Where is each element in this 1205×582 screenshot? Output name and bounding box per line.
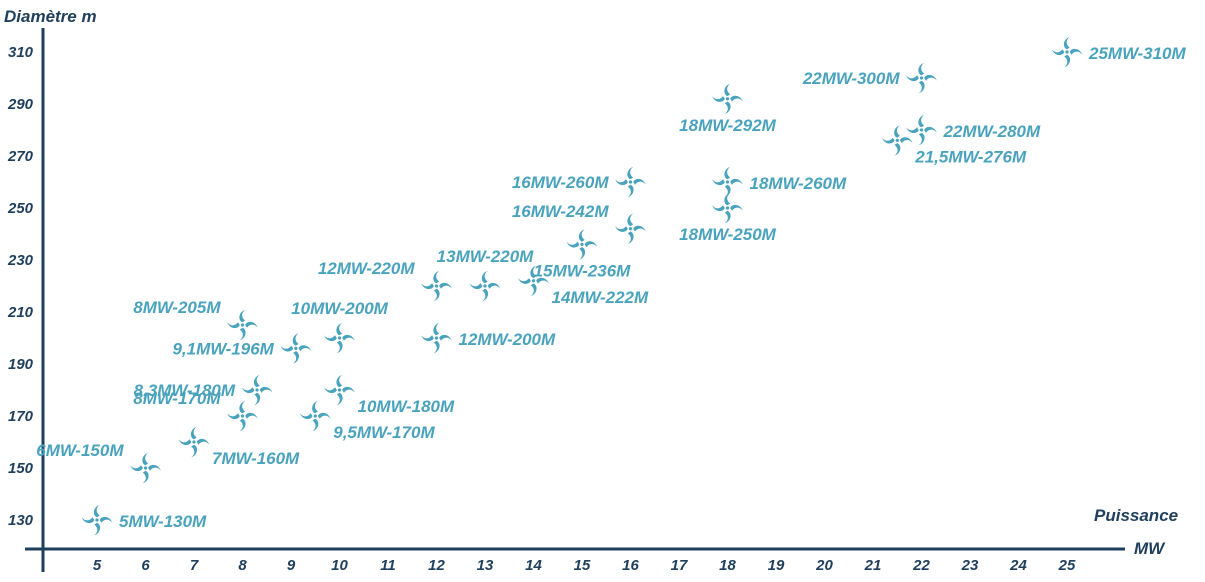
wind-turbine-icon [469, 270, 501, 302]
wind-turbine-icon [130, 452, 161, 484]
wind-turbine-icon [712, 192, 743, 224]
x-tick-label: 20 [815, 557, 833, 574]
x-tick-label: 21 [864, 557, 882, 574]
wind-turbine-icon [178, 426, 210, 458]
y-tick-label: 270 [7, 148, 34, 165]
x-tick-label: 5 [93, 557, 102, 574]
point-label: 7MW-160M [212, 449, 300, 468]
point-label: 22MW-280M [943, 122, 1042, 141]
x-tick-label: 13 [477, 557, 494, 574]
x-tick-label: 18 [719, 557, 736, 574]
x-tick-label: 8 [238, 557, 247, 574]
x-tick-labels: 5 6 7 8 9 10 11 12 13 14 15 16 17 18 19 20 21 22 23 24 25 [93, 557, 1076, 574]
wind-turbine-icon [712, 166, 743, 198]
wind-turbine-icon [227, 309, 258, 341]
wind-turbine-icon [906, 62, 937, 94]
x-tick-label: 9 [287, 557, 296, 574]
x-tick-label: 11 [380, 557, 396, 574]
wind-turbine-icon [324, 322, 355, 354]
point-label: 6MW-150M [36, 441, 124, 460]
point-label: 9,1MW-196M [172, 339, 274, 358]
point-label: 21,5MW-276M [914, 147, 1027, 166]
x-axis-title-line2: MW [1134, 539, 1166, 558]
x-tick-label: 25 [1058, 557, 1076, 574]
data-points: 5MW-130M 6MW-150M 7MW-160M 8MW-170M8,3MW-18… [36, 36, 1187, 536]
x-tick-label: 6 [141, 557, 150, 574]
point-label: 14MW-222M [552, 288, 650, 307]
x-tick-label: 10 [331, 557, 348, 574]
x-tick-label: 19 [768, 557, 785, 574]
y-tick-label: 230 [7, 252, 34, 269]
y-tick-label: 210 [7, 304, 34, 321]
y-tick-label: 190 [8, 356, 34, 373]
point-label: 16MW-242M [512, 202, 610, 221]
y-tick-label: 310 [8, 44, 34, 61]
y-tick-label: 250 [7, 200, 34, 217]
x-tick-label: 14 [525, 557, 542, 574]
wind-turbine-icon [227, 400, 258, 432]
point-label: 18MW-260M [750, 174, 848, 193]
x-tick-label: 7 [190, 557, 199, 574]
point-label: 22MW-300M [802, 69, 901, 88]
point-label: 12MW-220M [318, 259, 416, 278]
wind-turbine-icon [280, 333, 312, 364]
point-label: 16MW-260M [512, 173, 610, 192]
point-label: 12MW-200M [459, 330, 557, 349]
wind-turbine-icon [421, 322, 452, 354]
point-label: 18MW-250M [679, 225, 777, 244]
x-tick-label: 15 [574, 557, 591, 574]
wind-turbine-icon [712, 83, 743, 115]
point-label: 9,5MW-170M [333, 423, 435, 442]
point-label: 5MW-130M [119, 512, 207, 531]
wind-turbine-icon [615, 213, 646, 245]
y-tick-labels: 130 150 170 190 210 230 250 270 290 310 [7, 44, 34, 529]
point-label: 18MW-292M [679, 116, 777, 135]
point-label: 8MW-170M [133, 389, 221, 408]
y-axis-title: Diamètre m [4, 7, 97, 26]
wind-turbine-icon [421, 270, 452, 302]
y-tick-label: 290 [7, 96, 34, 113]
point-label: 8MW-205M [133, 298, 221, 317]
point-label: 10MW-200M [291, 299, 389, 318]
y-tick-label: 170 [8, 408, 34, 425]
point-label: 15MW-236M [534, 261, 632, 280]
wind-turbine-icon [81, 504, 113, 536]
wind-turbine-icon [299, 400, 331, 432]
x-tick-label: 16 [622, 557, 639, 574]
wind-turbine-icon [615, 166, 646, 198]
point-label: 10MW-180M [358, 397, 456, 416]
x-tick-label: 17 [671, 557, 688, 574]
y-tick-label: 150 [8, 460, 34, 477]
point-label: 8,3MW-180M [134, 381, 236, 400]
x-axis-title-line1: Puissance [1094, 506, 1178, 525]
x-tick-label: 23 [961, 557, 979, 574]
wind-turbine-icon [324, 374, 355, 406]
y-tick-label: 130 [8, 512, 34, 529]
wind-turbine-icon [1051, 36, 1083, 68]
point-label: 13MW-220M [437, 247, 535, 266]
wind-turbine-icon [566, 229, 598, 260]
point-label: 25MW-310M [1088, 44, 1187, 63]
wind-turbine-icon [241, 374, 273, 406]
x-tick-label: 12 [428, 557, 445, 574]
x-tick-label: 24 [1009, 557, 1027, 574]
x-tick-label: 22 [912, 557, 930, 574]
